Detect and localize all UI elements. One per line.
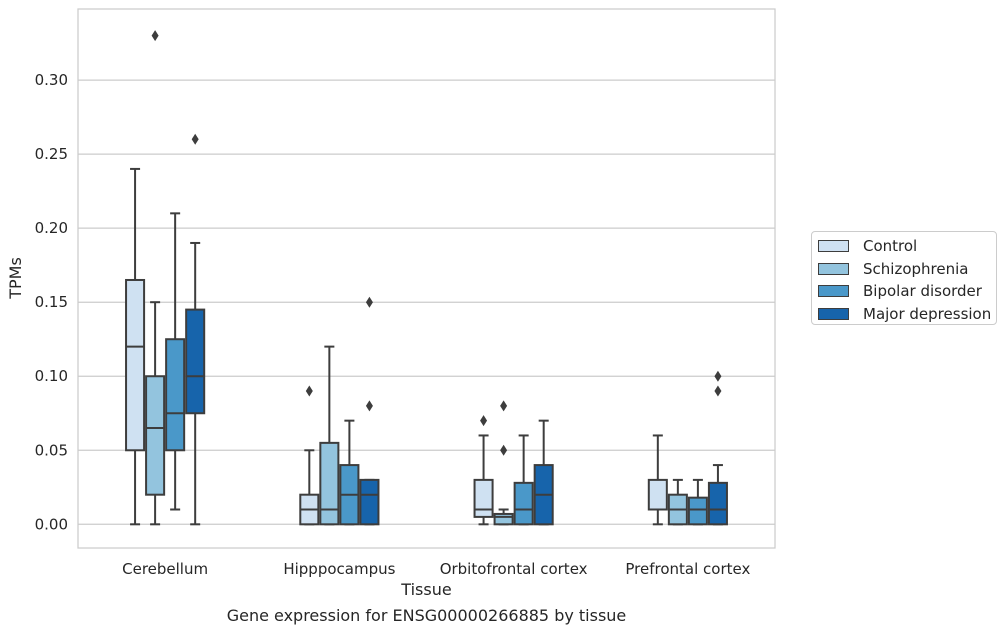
box-groups <box>125 30 728 526</box>
outlier-marker <box>191 133 199 145</box>
legend: Control Schizophrenia Bipolar disorder Majo… <box>811 231 997 325</box>
outlier-marker <box>714 370 722 382</box>
box-bipolar-disorder <box>687 478 708 526</box>
box-bipolar-disorder <box>165 212 186 511</box>
box-iqr <box>493 512 514 526</box>
legend-item: Control <box>818 235 996 258</box>
chart-caption: Gene expression for ENSG00000266885 by t… <box>226 606 627 625</box>
outlier-marker <box>305 385 313 397</box>
box-schizophrenia <box>145 30 166 526</box>
box-major-depression <box>707 370 728 526</box>
legend-label: Schizophrenia <box>863 259 969 278</box>
x-tick-label: Cerebellum <box>122 560 208 578</box>
box-major-depression <box>185 133 206 526</box>
x-tick-label: Hipppocampus <box>283 560 395 578</box>
x-tick-label: Orbitofrontal cortex <box>440 560 588 578</box>
legend-swatch <box>818 285 849 298</box>
box-major-depression <box>359 296 380 526</box>
legend-item: Major depression <box>818 303 996 326</box>
legend-swatch <box>818 240 849 253</box>
box-major-depression <box>533 419 554 526</box>
y-tick-label: 0.20 <box>35 219 68 237</box>
outlier-marker <box>714 385 722 397</box>
outlier-marker <box>500 400 508 412</box>
y-tick-label: 0.15 <box>35 293 68 311</box>
legend-label: Bipolar disorder <box>863 282 982 301</box>
box-iqr <box>687 496 708 526</box>
box-iqr <box>125 278 146 452</box>
outlier-marker <box>365 296 373 308</box>
outlier-marker <box>500 444 508 456</box>
box-schizophrenia <box>493 400 514 526</box>
y-tick-label: 0.30 <box>35 71 68 89</box>
y-tick-labels: 0.00 0.05 0.10 0.15 0.20 0.25 0.30 <box>35 71 68 533</box>
legend-item: Bipolar disorder <box>818 280 996 303</box>
box-control <box>473 415 494 526</box>
box-control <box>647 434 668 526</box>
box-schizophrenia <box>319 345 340 526</box>
y-tick-label: 0.00 <box>35 515 68 533</box>
box-iqr <box>647 478 668 511</box>
box-iqr <box>185 308 206 415</box>
x-tick-label: Prefrontal cortex <box>625 560 750 578</box>
y-axis-label: TPMs <box>6 257 25 300</box>
box-bipolar-disorder <box>339 419 360 526</box>
box-iqr <box>473 478 494 518</box>
y-tick-label: 0.05 <box>35 441 68 459</box>
box-iqr <box>359 478 380 526</box>
legend-swatch <box>818 262 849 275</box>
gridlines <box>78 79 775 525</box>
plot-frame <box>77 8 776 549</box>
x-tick-labels: Cerebellum Hipppocampus Orbitofrontal cort… <box>122 560 750 578</box>
outlier-marker <box>151 30 159 42</box>
x-axis-label: Tissue <box>400 580 451 599</box>
y-tick-label: 0.10 <box>35 367 68 385</box>
legend-label: Control <box>863 237 918 256</box>
y-tick-label: 0.25 <box>35 145 68 163</box>
box-bipolar-disorder <box>513 434 534 526</box>
legend-swatch <box>818 307 849 320</box>
legend-label: Major depression <box>863 304 992 323</box>
box-control <box>299 385 320 526</box>
box-iqr <box>319 441 340 526</box>
box-iqr <box>145 375 166 496</box>
legend-item: Schizophrenia <box>818 258 996 281</box>
outlier-marker <box>365 400 373 412</box>
outlier-marker <box>480 415 488 427</box>
box-control <box>125 167 146 526</box>
box-iqr <box>707 481 728 526</box>
box-iqr <box>513 481 534 526</box>
box-schizophrenia <box>667 478 688 526</box>
box-iqr <box>165 338 186 452</box>
